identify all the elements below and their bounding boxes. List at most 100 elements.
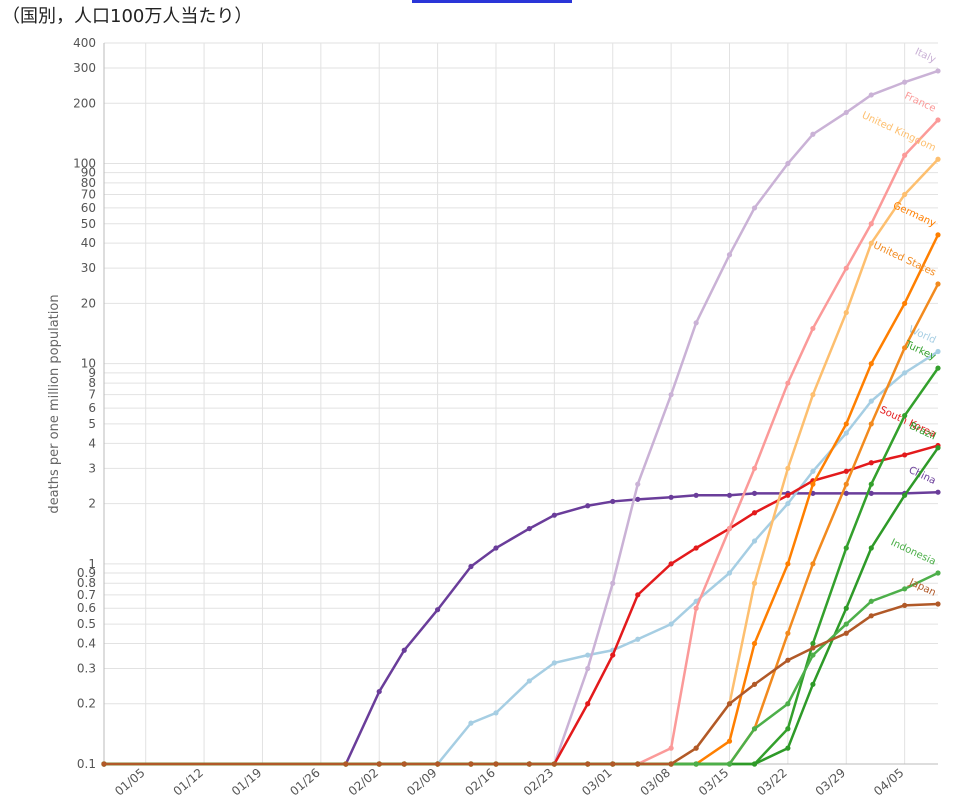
data-point	[635, 761, 641, 767]
data-point	[843, 481, 849, 487]
data-point	[610, 498, 616, 505]
data-point	[585, 761, 591, 767]
data-point	[868, 481, 874, 487]
y-tick-label: 90	[81, 166, 96, 180]
data-point	[635, 636, 641, 642]
data-point	[726, 570, 733, 576]
data-point	[526, 761, 532, 767]
data-point	[668, 392, 674, 398]
x-tick-label: 03/08	[638, 766, 673, 796]
data-point	[868, 460, 874, 466]
data-point	[401, 761, 407, 767]
data-point	[843, 430, 849, 436]
x-tick-label: 01/05	[112, 766, 147, 796]
data-point	[726, 701, 733, 707]
data-point	[935, 117, 941, 123]
data-point	[868, 92, 874, 98]
y-tick-label: 40	[81, 236, 96, 250]
y-tick-label: 6	[88, 401, 96, 415]
y-tick-label: 3	[88, 461, 96, 475]
data-point	[610, 761, 616, 767]
data-point	[751, 205, 758, 211]
y-tick-label: 0.1	[77, 757, 96, 771]
data-point	[868, 240, 874, 246]
data-point	[751, 761, 758, 767]
data-point	[935, 68, 941, 74]
y-tick-label: 50	[81, 217, 96, 231]
series-line	[104, 158, 939, 766]
data-point	[468, 761, 474, 767]
y-tick-label: 8	[88, 376, 96, 390]
x-tick-label: 04/05	[871, 766, 906, 796]
y-axis-label: deaths per one million population	[47, 294, 62, 513]
data-point	[751, 640, 758, 647]
data-point	[843, 545, 849, 551]
x-tick-label: 03/29	[813, 766, 848, 796]
y-tick-label: 1	[88, 557, 96, 571]
data-point	[785, 500, 791, 507]
y-tick-label: 80	[81, 176, 96, 190]
data-point	[668, 494, 674, 500]
y-tick-label: 0.8	[77, 576, 96, 590]
data-point	[693, 761, 699, 767]
data-point	[726, 252, 733, 258]
data-point	[751, 726, 758, 732]
data-point	[343, 761, 349, 767]
data-point	[726, 525, 733, 532]
data-point	[493, 761, 499, 767]
data-point	[843, 490, 849, 496]
x-tick-label: 03/01	[579, 766, 614, 796]
data-point	[935, 445, 941, 451]
data-point	[526, 525, 532, 532]
data-point	[551, 761, 557, 767]
series-line	[104, 69, 939, 766]
data-point	[810, 561, 816, 567]
data-point	[902, 586, 908, 592]
data-point	[810, 640, 816, 647]
data-point	[902, 191, 908, 198]
y-tick-label: 60	[81, 201, 96, 215]
data-point	[785, 465, 791, 471]
data-point	[868, 421, 874, 427]
x-tick-label: 01/19	[229, 766, 264, 796]
chart-title: （国別，人口100万人当たり）	[2, 6, 252, 27]
data-point	[585, 503, 591, 509]
data-point	[843, 621, 849, 627]
data-point	[726, 738, 733, 744]
y-tick-label: 10	[81, 357, 96, 371]
series-label: France	[903, 91, 938, 115]
data-point	[751, 580, 758, 586]
data-point	[785, 630, 791, 636]
y-tick-label: 300	[73, 61, 96, 75]
data-point	[693, 492, 699, 498]
data-point	[726, 761, 733, 767]
data-point	[868, 221, 874, 227]
x-tick-label: 02/09	[404, 766, 439, 796]
data-point	[935, 232, 941, 238]
data-point	[635, 496, 641, 502]
data-point	[902, 452, 908, 458]
data-point	[785, 561, 791, 567]
data-point	[376, 688, 382, 695]
x-tick-label: 01/12	[171, 766, 206, 796]
data-point	[785, 726, 791, 732]
data-point	[751, 681, 758, 687]
data-point	[610, 580, 616, 586]
data-point	[668, 561, 674, 567]
data-point	[751, 538, 758, 544]
y-tick-label: 9	[88, 366, 96, 380]
data-point	[693, 320, 699, 326]
y-tick-label: 0.4	[77, 636, 96, 650]
data-point	[868, 613, 874, 619]
data-point	[401, 647, 407, 653]
data-point	[585, 652, 591, 658]
data-point	[751, 490, 758, 496]
data-point	[468, 563, 474, 570]
data-point	[785, 657, 791, 663]
y-tick-label: 2	[88, 497, 96, 511]
data-point	[693, 745, 699, 751]
data-point	[902, 79, 908, 85]
data-point	[935, 281, 941, 287]
y-tick-label: 0.7	[77, 588, 96, 602]
